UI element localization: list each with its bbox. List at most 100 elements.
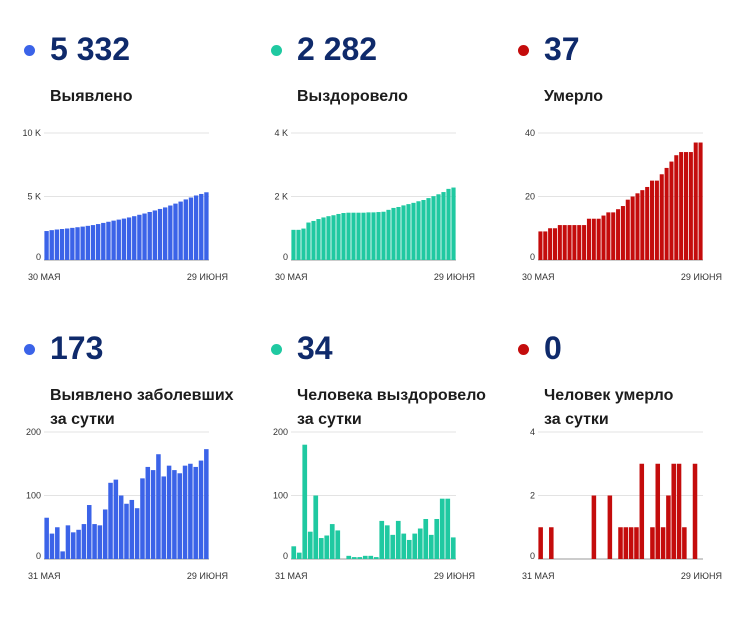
bar — [423, 518, 429, 559]
bar — [543, 231, 548, 260]
bar — [204, 449, 209, 559]
bar — [126, 217, 132, 260]
bar — [49, 533, 55, 559]
bar — [341, 213, 346, 260]
x-end-label: 29 ИЮНЯ — [434, 571, 475, 581]
bar — [97, 525, 103, 559]
bar — [390, 534, 396, 559]
bar — [446, 188, 451, 260]
bar — [373, 557, 379, 559]
bar — [450, 537, 456, 559]
bar — [351, 557, 357, 559]
legend-dot-blue — [24, 45, 35, 56]
bar — [60, 551, 65, 559]
x-start-label: 31 МАЯ — [522, 571, 555, 581]
y-tick-label: 10 K — [22, 128, 41, 138]
bar — [65, 228, 70, 260]
bar — [183, 199, 188, 260]
bar — [182, 465, 188, 559]
bar — [645, 186, 650, 260]
bar — [161, 476, 167, 559]
bar — [140, 478, 145, 559]
bar — [116, 219, 121, 260]
daily-deaths-label: Человек умерло за сутки — [544, 387, 674, 428]
daily-cases-label: Выявлено заболевших за сутки — [50, 387, 234, 428]
bar — [361, 212, 366, 260]
bar — [108, 482, 113, 559]
bar — [628, 527, 634, 559]
total-cases-chart: 0 5 K 10 K 30 МАЯ 29 ИЮНЯ — [22, 128, 228, 282]
bar — [291, 229, 296, 260]
bar — [54, 229, 60, 260]
bar — [434, 518, 440, 559]
bar — [178, 201, 183, 260]
bar — [606, 212, 611, 260]
bar — [156, 454, 161, 559]
bar — [90, 225, 96, 260]
x-end-label: 29 ИЮНЯ — [187, 571, 228, 581]
bar — [142, 213, 147, 260]
bar — [417, 528, 423, 559]
bar — [351, 212, 356, 260]
bar — [391, 207, 396, 260]
bar — [316, 219, 321, 260]
bar — [318, 538, 324, 559]
bar — [145, 466, 151, 559]
daily-deaths-value: 0 — [544, 330, 562, 366]
bar — [162, 207, 168, 260]
bar — [538, 231, 543, 260]
y-tick-label: 0 — [283, 252, 288, 262]
bar — [152, 210, 158, 260]
x-end-label: 29 ИЮНЯ — [681, 272, 722, 282]
bar — [102, 509, 108, 559]
bar — [618, 527, 623, 559]
bar — [411, 202, 416, 260]
bar — [368, 555, 374, 559]
bar — [336, 213, 341, 260]
bar — [173, 203, 178, 260]
bar — [655, 463, 661, 559]
bar — [306, 222, 311, 260]
bar — [620, 206, 625, 260]
y-tick-label: 2 K — [274, 192, 288, 202]
bar — [552, 228, 558, 260]
bar — [362, 555, 368, 559]
bar — [650, 180, 655, 260]
bar — [692, 463, 698, 559]
total-deaths-label: Умерло — [544, 88, 603, 105]
x-start-label: 30 МАЯ — [522, 272, 555, 282]
bar — [682, 527, 687, 559]
daily-deaths-chart: 0 2 4 31 МАЯ 29 ИЮНЯ — [522, 427, 722, 581]
bar — [188, 197, 194, 260]
bar — [346, 212, 351, 260]
bar — [401, 533, 407, 559]
bar — [193, 195, 199, 260]
bar — [366, 212, 371, 260]
bar — [198, 460, 204, 559]
bar — [572, 225, 577, 260]
bar — [630, 196, 635, 260]
bar — [193, 466, 198, 559]
bar — [379, 520, 385, 559]
bar — [384, 525, 390, 559]
daily-recovered-label: Человека выздоровело за сутки — [297, 387, 486, 428]
bar — [674, 155, 679, 260]
bar — [669, 161, 674, 260]
bar — [329, 524, 335, 559]
bar — [436, 194, 441, 260]
bar — [166, 465, 172, 559]
panel-recovered-daily: 34 Человека выздоровело за сутки 0 100 200 3… — [271, 304, 501, 604]
bar — [331, 215, 336, 260]
bar — [296, 552, 302, 559]
bar — [313, 495, 319, 559]
panel-deaths-daily: 0 Человек умерло за сутки 0 2 4 31 МАЯ 29 ИЮН… — [518, 304, 748, 604]
bar — [172, 470, 177, 559]
bar — [591, 218, 596, 260]
bar — [326, 216, 331, 260]
bar — [199, 193, 204, 260]
bar — [76, 529, 81, 559]
bar — [75, 227, 80, 260]
bar — [635, 193, 640, 260]
y-tick-label: 4 — [530, 427, 535, 437]
bar — [676, 463, 682, 559]
